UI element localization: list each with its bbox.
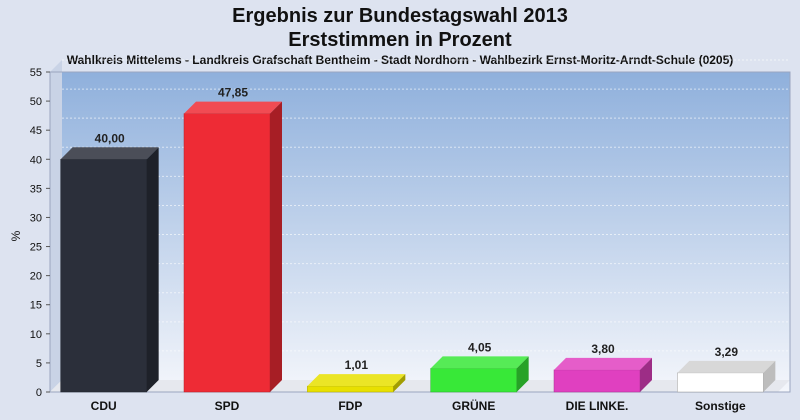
y-tick-label: 15	[30, 300, 42, 312]
bar-side	[516, 356, 529, 392]
bar-top	[60, 147, 159, 160]
y-tick-label: 25	[30, 242, 42, 254]
value-label: 40,00	[95, 131, 125, 145]
bar-spd	[183, 101, 282, 393]
y-tick-label: 20	[30, 271, 42, 283]
category-label: SPD	[215, 399, 240, 413]
bar-front	[677, 372, 764, 393]
bar-top	[307, 374, 406, 387]
y-tick-label: 50	[30, 96, 42, 108]
y-tick-label: 10	[30, 329, 42, 341]
bar-front	[307, 385, 394, 393]
y-tick-label: 35	[30, 183, 42, 195]
category-label: CDU	[91, 399, 117, 413]
bar-sonstige	[677, 360, 776, 393]
chart-title: Ergebnis zur Bundestagswahl 2013	[232, 5, 568, 27]
bar-cdu	[60, 147, 159, 393]
bar-side	[640, 357, 652, 392]
bar-side	[763, 360, 776, 392]
value-label: 4,05	[468, 340, 492, 354]
bar-front	[430, 368, 517, 393]
category-label: Sonstige	[695, 399, 746, 413]
bar-die-linke-	[553, 357, 652, 393]
value-label: 3,80	[591, 342, 615, 356]
category-label: FDP	[338, 399, 362, 413]
bar-top	[430, 356, 529, 369]
y-tick-label: 0	[36, 387, 42, 399]
bar-side	[393, 374, 406, 392]
y-tick-label: 30	[30, 212, 42, 224]
chart-subtitle: Erststimmen in Prozent	[288, 29, 512, 51]
plot-wall	[50, 60, 62, 392]
value-label: 1,01	[345, 358, 369, 372]
y-tick-label: 40	[30, 154, 42, 166]
value-label: 3,29	[715, 345, 739, 359]
value-label: 47,85	[218, 86, 248, 100]
y-tick-label: 45	[30, 125, 42, 137]
category-label: GRÜNE	[452, 398, 495, 413]
bar-fdp	[307, 374, 406, 393]
bar-front	[553, 369, 641, 393]
plot-area	[50, 72, 790, 392]
bar-side	[146, 147, 159, 392]
bar-top	[677, 360, 776, 373]
bar-grüne	[430, 356, 529, 393]
bar-front	[183, 113, 271, 393]
category-label: DIE LINKE.	[566, 399, 629, 413]
y-axis-label: %	[9, 230, 23, 241]
bar-top	[184, 101, 282, 114]
y-tick-label: 5	[36, 358, 42, 370]
bar-top	[554, 357, 652, 370]
plot-border	[49, 71, 791, 393]
bar-side	[270, 101, 282, 392]
y-tick-label: 55	[30, 67, 42, 79]
bar-front	[60, 159, 147, 393]
